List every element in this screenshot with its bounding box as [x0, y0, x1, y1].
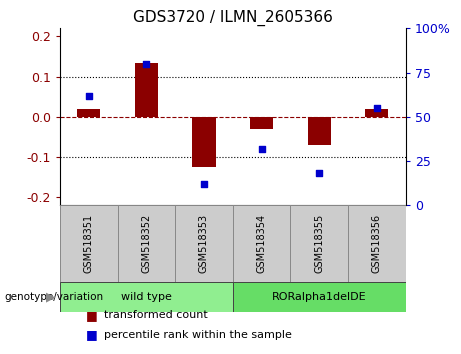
- Text: transformed count: transformed count: [104, 310, 207, 320]
- Bar: [77, 109, 100, 117]
- Bar: [60, 205, 118, 282]
- Text: ■: ■: [86, 328, 98, 341]
- Point: [200, 181, 207, 187]
- Bar: [135, 63, 158, 117]
- Point: [142, 61, 150, 67]
- Bar: [233, 205, 290, 282]
- Text: RORalpha1delDE: RORalpha1delDE: [272, 292, 366, 302]
- Text: genotype/variation: genotype/variation: [5, 292, 104, 302]
- Bar: [308, 117, 331, 145]
- Text: percentile rank within the sample: percentile rank within the sample: [104, 330, 292, 339]
- Bar: [365, 109, 388, 117]
- Bar: [233, 282, 406, 312]
- Point: [85, 93, 92, 98]
- Text: ■: ■: [86, 309, 98, 321]
- Text: ▶: ▶: [46, 290, 55, 303]
- Bar: [348, 205, 406, 282]
- Text: GSM518351: GSM518351: [84, 214, 94, 273]
- Bar: [193, 117, 216, 167]
- Bar: [290, 205, 348, 282]
- Title: GDS3720 / ILMN_2605366: GDS3720 / ILMN_2605366: [133, 9, 333, 25]
- Point: [315, 171, 323, 176]
- Bar: [118, 205, 175, 282]
- Text: wild type: wild type: [121, 292, 172, 302]
- Point: [258, 146, 266, 152]
- Bar: [60, 282, 233, 312]
- Text: GSM518354: GSM518354: [257, 214, 266, 273]
- Text: GSM518355: GSM518355: [314, 214, 324, 273]
- Bar: [250, 117, 273, 129]
- Text: GSM518356: GSM518356: [372, 214, 382, 273]
- Bar: [175, 205, 233, 282]
- Text: GSM518353: GSM518353: [199, 214, 209, 273]
- Text: GSM518352: GSM518352: [142, 214, 151, 273]
- Point: [373, 105, 381, 111]
